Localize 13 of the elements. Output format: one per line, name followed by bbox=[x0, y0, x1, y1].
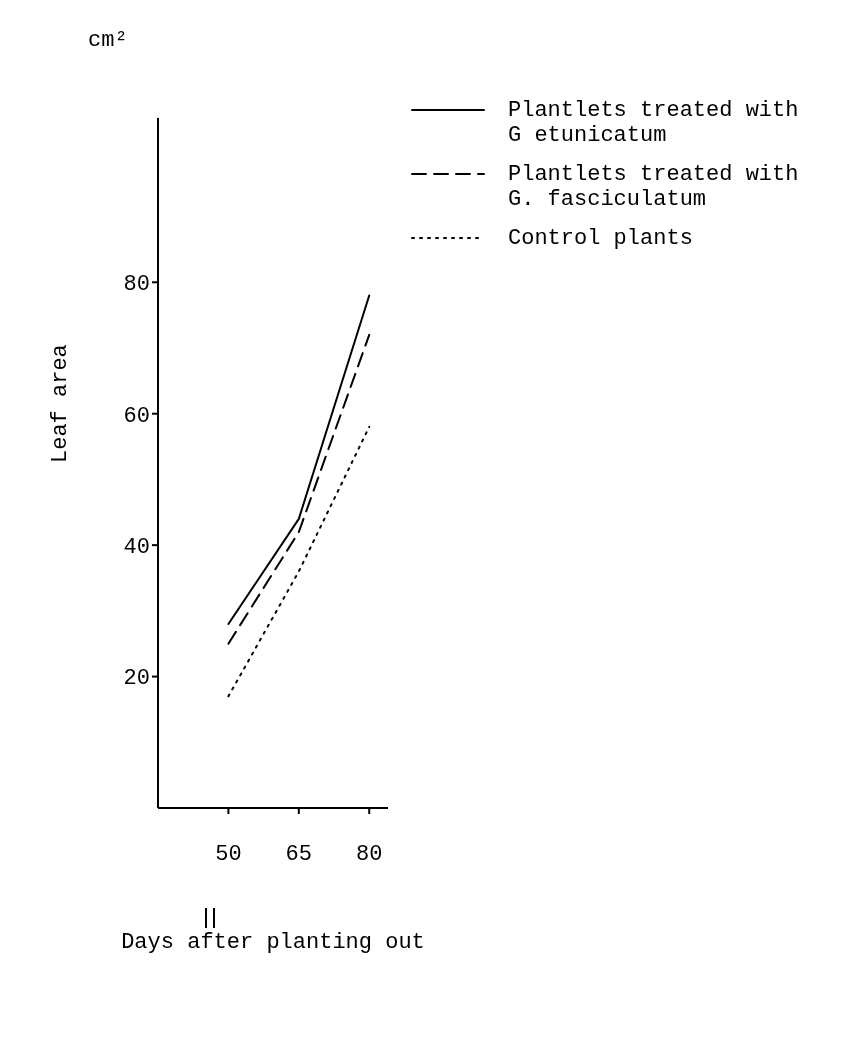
x-tick-label: 65 bbox=[285, 841, 313, 867]
x-tick-label: 80 bbox=[356, 841, 383, 867]
x-tick-label: 50 bbox=[215, 841, 242, 867]
y-tick-label: 40 bbox=[123, 534, 150, 560]
legend-label: Plantlets treated with G. fasciculatum bbox=[508, 162, 800, 212]
y-tick-label: 20 bbox=[123, 666, 150, 692]
legend-label: Plantlets treated with G etunicatum bbox=[508, 98, 800, 148]
y-tick-label: 60 bbox=[123, 403, 150, 429]
x-axis-title: Days after planting out bbox=[121, 930, 425, 955]
y-tick-label: 80 bbox=[123, 272, 150, 298]
text: cm² bbox=[88, 28, 128, 53]
legend-label: Control plants bbox=[508, 226, 694, 251]
y-axis-title: Leaf area bbox=[47, 344, 73, 463]
